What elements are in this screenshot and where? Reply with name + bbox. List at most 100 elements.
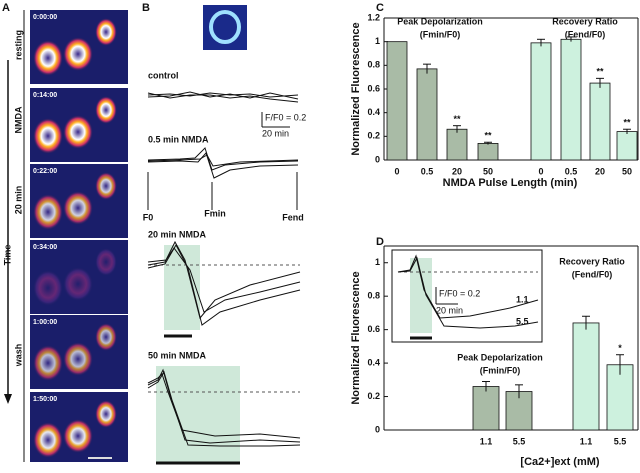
cell — [33, 118, 63, 154]
cell — [63, 267, 93, 301]
trace-label: 50 min NMDA — [148, 350, 207, 360]
timestamp: 1:50:00 — [33, 396, 57, 403]
significance: ** — [596, 67, 604, 77]
bar — [530, 42, 552, 161]
panel-label: B — [142, 2, 150, 14]
trace-label: 5.5 — [516, 316, 529, 326]
group-label: Recovery Ratio — [559, 256, 625, 266]
stimulus-window — [164, 245, 200, 330]
cell — [63, 191, 93, 225]
timestamp: 0:00:00 — [33, 14, 57, 21]
bar — [446, 128, 468, 161]
bar — [572, 322, 600, 431]
scale-label: 20 min — [436, 305, 463, 315]
cell — [63, 419, 93, 453]
scale-label: F/F0 = 0.2 — [265, 112, 306, 122]
scale-label: 20 min — [262, 128, 289, 138]
significance: ** — [484, 131, 492, 141]
phase-label: wash — [13, 344, 23, 368]
marker-label: Fend — [282, 212, 304, 222]
trace — [147, 370, 301, 447]
x-tick-label: 0.5 — [565, 166, 578, 176]
marker-label: Fmin — [204, 208, 226, 218]
trace — [147, 243, 301, 326]
timestamp: 0:14:00 — [33, 92, 57, 99]
y-tick-label: 0.8 — [367, 291, 380, 301]
phase-label: NMDA — [13, 106, 23, 133]
scale-label: F/F0 = 0.2 — [439, 288, 480, 298]
cell — [33, 40, 63, 76]
y-tick-label: 0 — [375, 154, 380, 164]
cell — [95, 172, 117, 200]
stimulus-window — [410, 258, 432, 333]
x-tick-label: 0 — [538, 166, 543, 176]
bar — [560, 38, 582, 161]
x-tick-label: 5.5 — [513, 436, 526, 446]
trace — [147, 373, 301, 439]
y-tick-label: 0 — [375, 424, 380, 434]
cell — [95, 323, 117, 351]
cell — [95, 96, 117, 124]
y-tick-label: 1 — [375, 36, 380, 46]
x-axis-label: [Ca2+]ext (mM) — [520, 456, 599, 468]
cell — [33, 345, 63, 381]
trace — [147, 152, 299, 179]
trace — [147, 247, 301, 313]
y-tick-label: 1.2 — [367, 12, 380, 22]
stimulus-window — [156, 366, 240, 462]
inset: F/F0 = 0.2 20 min 1.1 5.5 — [391, 249, 543, 343]
cell — [95, 400, 117, 428]
cell — [63, 342, 93, 376]
significance: ** — [453, 114, 461, 124]
y-axis-label: Normalized Fluorescence — [350, 271, 362, 404]
cell — [63, 115, 93, 149]
cell — [95, 248, 117, 276]
group-subtitle: (Fend/F0) — [565, 29, 606, 39]
panel-label: A — [2, 2, 10, 14]
significance: * — [618, 343, 622, 353]
x-tick-label: 0.5 — [421, 166, 434, 176]
marker-label: F0 — [143, 212, 154, 222]
trace — [147, 147, 299, 171]
trace — [147, 92, 299, 98]
x-tick-label: 1.1 — [580, 436, 593, 446]
x-tick-label: 50 — [622, 166, 632, 176]
bar — [416, 68, 438, 161]
y-tick-label: 0.6 — [367, 83, 380, 93]
trace — [397, 256, 539, 329]
trace — [147, 91, 299, 100]
cell — [209, 10, 241, 44]
x-tick-label: 5.5 — [614, 436, 627, 446]
timestamp: 1:00:00 — [33, 319, 57, 326]
bar — [386, 41, 408, 161]
x-tick-label: 1.1 — [480, 436, 493, 446]
cell — [33, 194, 63, 230]
y-tick-label: 0.4 — [367, 107, 380, 117]
y-tick-label: 0.4 — [367, 357, 380, 367]
trace — [397, 254, 539, 319]
x-axis-label: NMDA Pulse Length (min) — [443, 177, 578, 189]
significance: ** — [623, 118, 631, 128]
trace — [147, 92, 299, 103]
y-tick-label: 0.6 — [367, 324, 380, 334]
bar — [589, 82, 611, 161]
x-tick-label: 20 — [595, 166, 605, 176]
x-tick-label: 20 — [452, 166, 462, 176]
group-subtitle: (Fend/F0) — [572, 269, 613, 279]
group-label: Recovery Ratio — [552, 16, 618, 26]
group-label: Peak Depolarization — [397, 16, 483, 26]
panel-b: B control F/F0 = 0.2 20 min 0.5 min NMDA… — [142, 2, 306, 465]
bar — [472, 386, 500, 431]
bar — [616, 131, 638, 161]
group-subtitle: (Fmin/F0) — [420, 29, 461, 39]
timestamp: 0:22:00 — [33, 168, 57, 175]
trace-label: control — [148, 70, 179, 80]
trace-label: 0.5 min NMDA — [148, 134, 209, 144]
panel-label: D — [376, 236, 384, 248]
y-tick-label: 0.8 — [367, 60, 380, 70]
phase-label: resting — [13, 30, 23, 60]
y-tick-label: 0.2 — [367, 391, 380, 401]
cell — [63, 37, 93, 71]
arrow-head — [4, 394, 12, 404]
group-subtitle: (Fmin/F0) — [480, 365, 521, 375]
